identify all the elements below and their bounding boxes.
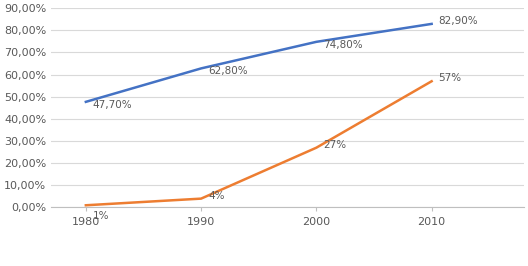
Text: 74,80%: 74,80%: [323, 40, 363, 49]
Text: 57%: 57%: [439, 73, 461, 84]
Text: 27%: 27%: [323, 140, 346, 150]
Line: CSOs: CSOs: [86, 81, 431, 205]
CSOs: [313, 146, 319, 149]
Text: 1%: 1%: [93, 211, 109, 221]
CSOs: [198, 197, 204, 200]
Literacy Rate: [198, 67, 204, 70]
Literacy Rate: [313, 40, 319, 43]
Literacy Rate: [428, 22, 435, 26]
Text: 4%: 4%: [208, 191, 224, 201]
CSOs: [428, 80, 435, 83]
Text: 62,80%: 62,80%: [208, 66, 248, 76]
Text: 82,90%: 82,90%: [439, 16, 478, 26]
Text: 47,70%: 47,70%: [93, 100, 133, 110]
CSOs: [83, 204, 89, 207]
Line: Literacy Rate: Literacy Rate: [86, 24, 431, 102]
Literacy Rate: [83, 100, 89, 103]
